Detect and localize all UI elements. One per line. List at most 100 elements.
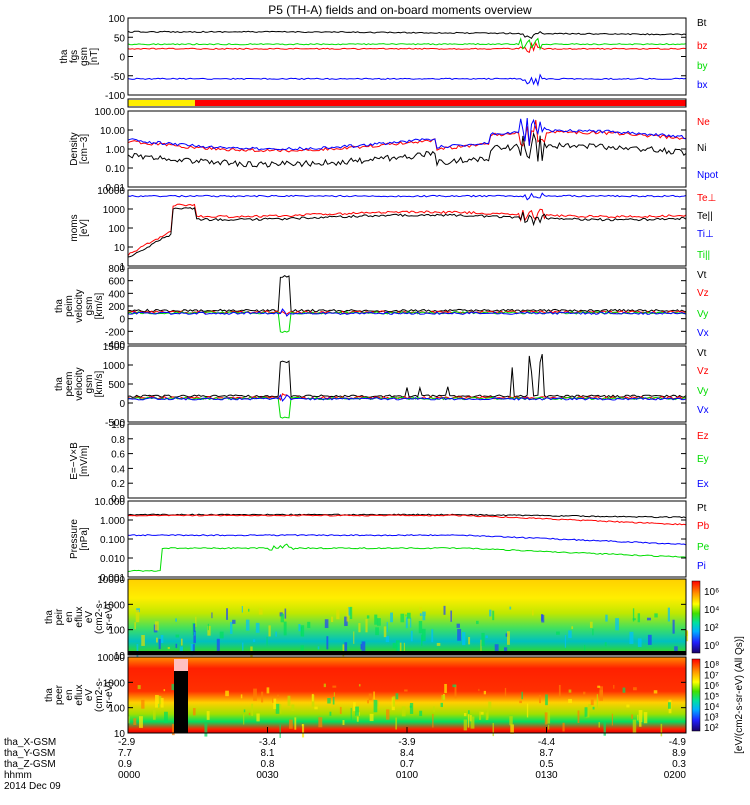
spectrogram-texture [592, 706, 595, 710]
panel-frame [127, 345, 687, 423]
series-line-peem_vel-0 [127, 353, 687, 398]
spectrogram-texture [407, 612, 411, 619]
spectrogram-texture [158, 695, 162, 705]
spectrogram-texture [261, 691, 264, 703]
spectrogram-texture [207, 623, 209, 631]
y-tick-label: 600 [108, 277, 125, 288]
spectrogram-texture [300, 625, 305, 637]
spectrogram-texture [323, 683, 326, 688]
y-tick-label: -200 [105, 327, 125, 338]
y-tick-label: 1.00 [106, 145, 126, 156]
y-tick-label: 0.2 [111, 479, 125, 490]
panel-pressure: 10.000 1.000 0.100 0.010 0.001 Pressure [nPa] P… [69, 497, 710, 584]
y-tick-label: 10000 [97, 186, 125, 197]
legend-entry: Te|| [697, 211, 713, 222]
orbit-value: 8.4 [400, 748, 414, 759]
spectrogram-texture [410, 617, 412, 628]
x-axis [127, 727, 687, 733]
y-axis-label: en [64, 689, 75, 700]
spectrogram-texture [355, 706, 359, 716]
spectrogram-texture [660, 723, 663, 737]
y-axis-label: fgs [69, 50, 80, 63]
legend-entry: Ez [697, 431, 709, 442]
legend-entry: Ne [697, 117, 710, 128]
spectrogram-texture [246, 606, 250, 610]
y-tick-label: 100 [108, 14, 125, 25]
spectrogram-texture [368, 693, 372, 701]
spectrogram-texture [526, 703, 529, 718]
spectrogram-texture [373, 691, 375, 700]
y-tick-label: 400 [108, 289, 125, 300]
y-tick-label: 0 [119, 315, 125, 326]
orbit-value: 0130 [535, 770, 558, 781]
spectrogram-texture [219, 631, 224, 639]
spectrogram-texture [266, 636, 268, 646]
spectrogram-texture [643, 712, 648, 724]
spectrogram-texture [283, 621, 287, 636]
spectrogram-texture [404, 689, 408, 692]
spectrogram-texture [385, 636, 390, 643]
series-line-peim_vel-0 [127, 274, 687, 313]
colorbar-tick: 10⁵ [704, 692, 719, 703]
spectrogram-texture [476, 620, 479, 625]
y-axis-label: peim [64, 295, 75, 317]
spectrogram-texture [287, 695, 291, 706]
panel-efield: 1.0 0.8 0.6 0.4 0.2 0.0 E=−V×B [mV/m] Ez Ey Ex [69, 420, 709, 505]
spectrogram-texture [141, 699, 145, 709]
spectrogram-texture [468, 710, 470, 714]
y-axis-label: tha [54, 299, 65, 313]
spectrogram-texture [365, 619, 368, 633]
spectrogram-texture [556, 631, 560, 635]
spectrogram-texture [318, 717, 323, 728]
spectrogram-texture [375, 627, 379, 636]
spectrogram-texture [288, 719, 293, 729]
y-tick-label: 10000 [97, 653, 125, 664]
legend-entry: Vy [697, 309, 708, 320]
orbit-value: -2.9 [118, 737, 136, 748]
y-tick-label: 1 [119, 262, 125, 273]
spectrogram-texture [192, 708, 196, 716]
data-gap [174, 669, 188, 733]
spectrogram-texture [504, 687, 507, 697]
legend-entry: Vt [697, 348, 707, 359]
orbit-row-label: hhmm [4, 770, 32, 781]
spectrogram-texture [395, 693, 399, 700]
y-tick-label: 100 [108, 626, 125, 637]
spectrogram-texture [373, 699, 378, 713]
spectrogram-texture [463, 719, 468, 731]
spectrogram-texture [317, 646, 320, 650]
spectrogram-texture [160, 635, 164, 643]
legend-entry: Ti|| [697, 250, 710, 261]
spectrogram-texture [674, 646, 678, 655]
spectrogram-texture [440, 702, 444, 708]
spectrogram-texture [175, 643, 178, 649]
y-tick-label: 0.8 [111, 435, 125, 446]
spectrogram-texture [175, 618, 177, 622]
spectrogram-texture [207, 625, 211, 636]
spectrogram-texture [638, 710, 643, 723]
spectrogram-texture [548, 724, 550, 730]
orbit-value: 7.7 [118, 748, 132, 759]
spectrogram-texture [604, 642, 607, 647]
spectrogram-texture [405, 617, 408, 629]
colorbar-peer [691, 658, 701, 732]
spectrogram-texture [480, 639, 482, 652]
colorbar-label: [eV/(cm2-s-sr-eV) (All Qs)] [734, 636, 745, 754]
spectrogram-texture [395, 717, 398, 730]
y-tick-label: 0.01 [106, 183, 126, 194]
spectrogram-texture [180, 638, 183, 646]
orbit-value: -4.4 [538, 737, 556, 748]
spectrogram-texture [155, 694, 159, 708]
spectrogram-texture [348, 607, 351, 616]
series-line-temp-1 [127, 206, 687, 258]
spectrogram-texture [135, 609, 140, 623]
spectrogram-texture [301, 724, 305, 738]
spectrogram-texture [653, 690, 658, 694]
orbit-value: -3.9 [398, 737, 416, 748]
spectrogram-texture [266, 687, 270, 694]
spectrogram-texture [583, 691, 586, 695]
legend-entry: Pb [697, 521, 710, 532]
